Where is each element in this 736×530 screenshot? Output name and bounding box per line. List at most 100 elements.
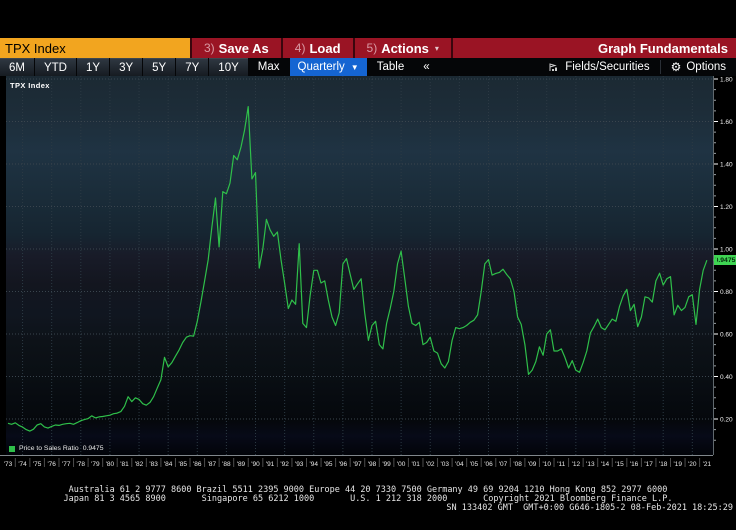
- actions-label: Actions: [381, 40, 429, 56]
- svg-text:'93: '93: [295, 461, 304, 468]
- svg-text:'17: '17: [644, 461, 653, 468]
- y-axis: 0.20 0.40 0.60 0.80 1.00 1.20 1.40 1.60 1.80: [714, 76, 733, 441]
- caret-down-icon: ▾: [434, 43, 439, 53]
- svg-text:'21: '21: [703, 461, 712, 468]
- svg-text:'74: '74: [18, 461, 27, 468]
- svg-text:'77: '77: [62, 461, 71, 468]
- x-axis: '73 '74 '75 '76 '77 '78 '79 '80 '81 '82 '83 '84 '85 '…: [4, 458, 712, 468]
- svg-text:'81: '81: [120, 461, 129, 468]
- svg-text:0.60: 0.60: [720, 331, 733, 338]
- svg-text:'80: '80: [106, 461, 115, 468]
- period-7y-button[interactable]: 7Y: [176, 58, 209, 76]
- security-input[interactable]: [0, 38, 190, 58]
- price-to-sales-chart[interactable]: '73 '74 '75 '76 '77 '78 '79 '80 '81 '82 '83 '84 '85 '…: [0, 76, 736, 470]
- svg-text:'05: '05: [470, 461, 479, 468]
- period-1y-button[interactable]: 1Y: [76, 58, 110, 76]
- divider: [352, 38, 355, 58]
- period-ytd-button[interactable]: YTD: [34, 58, 76, 76]
- svg-text:'83: '83: [149, 461, 158, 468]
- divider: [190, 38, 192, 58]
- chart-security-label: TPX Index: [10, 81, 50, 90]
- divider: [280, 38, 283, 58]
- flag-chart-icon: [549, 62, 559, 72]
- save-as-button[interactable]: 3) Save As: [192, 38, 281, 58]
- svg-text:'12: '12: [572, 461, 581, 468]
- svg-text:'06: '06: [484, 461, 493, 468]
- toolbar-spacer: [440, 58, 540, 76]
- svg-text:'87: '87: [208, 461, 217, 468]
- chart-legend: Price to Sales Ratio 0.9475: [9, 445, 104, 452]
- svg-text:'03: '03: [441, 461, 450, 468]
- period-5y-button[interactable]: 5Y: [143, 58, 176, 76]
- axes: [0, 76, 714, 456]
- svg-text:'02: '02: [426, 461, 435, 468]
- command-bar: 3) Save As 4) Load 5) Actions ▾ Graph Fu…: [0, 38, 736, 58]
- svg-text:'73: '73: [4, 461, 13, 468]
- svg-text:'07: '07: [499, 461, 508, 468]
- svg-text:0.80: 0.80: [720, 289, 733, 296]
- svg-text:1.20: 1.20: [720, 204, 733, 211]
- divider: [659, 60, 661, 74]
- legend-series-value: 0.9475: [82, 445, 104, 452]
- svg-text:'19: '19: [674, 461, 683, 468]
- svg-text:'85: '85: [178, 461, 187, 468]
- svg-text:'13: '13: [586, 461, 595, 468]
- svg-text:'99: '99: [382, 461, 391, 468]
- options-label: Options: [686, 61, 726, 73]
- period-10y-button[interactable]: 10Y: [209, 58, 248, 76]
- svg-text:'01: '01: [411, 461, 420, 468]
- svg-text:'16: '16: [630, 461, 639, 468]
- svg-text:'92: '92: [280, 461, 289, 468]
- screen-title: Graph Fundamentals: [597, 40, 728, 56]
- svg-text:1.60: 1.60: [720, 119, 733, 126]
- svg-text:'96: '96: [339, 461, 348, 468]
- options-button[interactable]: ⚙ Options: [661, 58, 736, 76]
- load-label: Load: [309, 40, 341, 56]
- svg-text:'89: '89: [237, 461, 246, 468]
- svg-text:1.40: 1.40: [720, 161, 733, 168]
- series-swatch-icon: [9, 445, 15, 452]
- actions-key: 5): [366, 41, 378, 55]
- chart-area[interactable]: '73 '74 '75 '76 '77 '78 '79 '80 '81 '82 '83 '84 '85 '…: [0, 76, 736, 470]
- gridlines: [6, 76, 713, 455]
- svg-text:'15: '15: [615, 461, 624, 468]
- footer-copyright-line: Japan 81 3 4565 8900 Singapore 65 6212 1…: [63, 494, 673, 504]
- frequency-value: Quarterly: [297, 61, 345, 73]
- actions-button[interactable]: 5) Actions ▾: [354, 38, 451, 58]
- period-max-button[interactable]: Max: [257, 61, 280, 73]
- footer-contacts-line: Australia 61 2 9777 8600 Brazil 5511 239…: [68, 485, 668, 495]
- svg-text:'11: '11: [557, 461, 565, 468]
- period-6m-button[interactable]: 6M: [0, 58, 34, 76]
- svg-text:'20: '20: [688, 461, 697, 468]
- svg-text:'04: '04: [455, 461, 464, 468]
- svg-text:'94: '94: [310, 461, 319, 468]
- caret-down-icon: ▼: [350, 62, 359, 72]
- svg-text:1.80: 1.80: [720, 76, 733, 83]
- frequency-select[interactable]: Quarterly ▼: [289, 58, 367, 76]
- svg-text:'75: '75: [33, 461, 42, 468]
- fields-securities-label: Fields/Securities: [565, 61, 650, 73]
- svg-text:0.20: 0.20: [720, 416, 733, 423]
- svg-text:'18: '18: [659, 461, 668, 468]
- collapse-toolbar-button[interactable]: «: [423, 61, 430, 73]
- table-button[interactable]: Table: [376, 61, 405, 73]
- svg-text:'10: '10: [542, 461, 551, 468]
- divider: [450, 38, 453, 58]
- svg-text:'84: '84: [164, 461, 173, 468]
- svg-text:1.00: 1.00: [720, 246, 733, 253]
- svg-text:'00: '00: [397, 461, 406, 468]
- period-3y-button[interactable]: 3Y: [110, 58, 143, 76]
- last-value-badge: 0.9475: [713, 255, 736, 266]
- price-to-sales-line: [7, 106, 708, 432]
- svg-text:'82: '82: [135, 461, 144, 468]
- load-button[interactable]: 4) Load: [282, 38, 353, 58]
- svg-text:'76: '76: [47, 461, 56, 468]
- legend-series-name: Price to Sales Ratio: [19, 445, 79, 452]
- fields-securities-button[interactable]: Fields/Securities: [539, 58, 659, 76]
- svg-text:0.40: 0.40: [720, 374, 733, 381]
- svg-text:'09: '09: [528, 461, 537, 468]
- svg-text:'08: '08: [513, 461, 522, 468]
- footer-session-line: SN 133402 GMT GMT+0:00 G646-1805-2 08-Fe…: [446, 503, 733, 513]
- svg-text:'79: '79: [91, 461, 100, 468]
